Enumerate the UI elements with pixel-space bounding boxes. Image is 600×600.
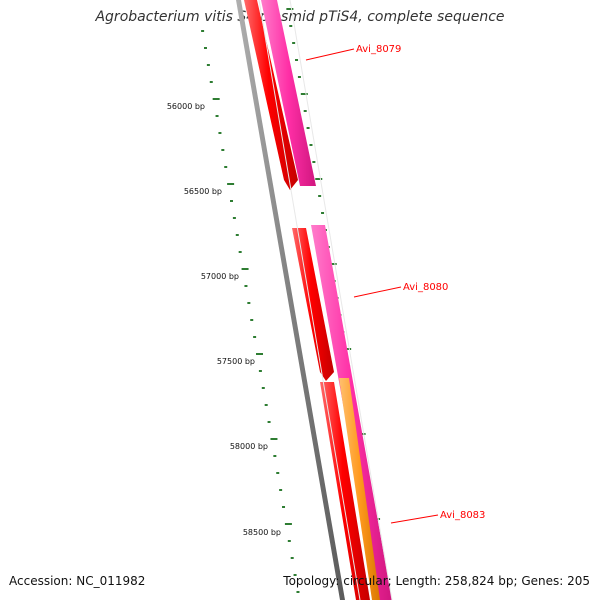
ruler-tick [309, 144, 313, 146]
ruler-tick [321, 212, 325, 214]
ruler-tick [344, 348, 352, 350]
ruler-tick [235, 234, 239, 236]
map-title: Agrobacterium vitis S4 plasmid pTiS4, co… [95, 9, 505, 25]
ruler-tick [218, 132, 222, 134]
cds-feature-orange[interactable] [339, 378, 380, 600]
ruler-label-58500: 58500 bp [243, 528, 281, 537]
cds-track-red [244, 0, 370, 600]
ruler-tick [247, 302, 251, 304]
ruler-tick [270, 438, 278, 440]
ruler-tick [261, 387, 265, 389]
gene-label-avi-8083[interactable]: Avi_8083 [440, 510, 485, 521]
ruler-label-56500: 56500 bp [184, 187, 222, 196]
ruler-tick [241, 268, 249, 270]
ruler-tick [297, 76, 301, 78]
ruler-tick [282, 506, 286, 508]
ruler-tick [264, 404, 268, 406]
ruler-tick [209, 81, 213, 83]
ruler-tick [256, 353, 264, 355]
gene-label-avi-8079[interactable]: Avi_8079 [356, 44, 401, 55]
ruler-tick [206, 64, 210, 66]
ruler-tick [329, 263, 337, 265]
ruler-tick [276, 472, 280, 474]
ruler-tick [267, 421, 271, 423]
cds-feature-red-1[interactable] [244, 0, 298, 190]
ruler-tick [215, 115, 219, 117]
leader-avi-8079 [305, 48, 355, 61]
ruler-tick [315, 178, 323, 180]
ruler-tick [253, 336, 257, 338]
topology-summary: Topology: circular; Length: 258,824 bp; … [283, 574, 590, 588]
ruler-tick [238, 251, 242, 253]
ruler-label-57500: 57500 bp [217, 357, 255, 366]
ruler-tick [312, 161, 316, 163]
ruler-tick [232, 217, 236, 219]
ruler-tick [296, 591, 300, 593]
ruler-tick [273, 455, 277, 457]
ruler-tick [279, 489, 283, 491]
ruler-tick [224, 166, 228, 168]
ruler-tick [290, 557, 294, 559]
ruler-tick [292, 42, 296, 44]
accession-label: Accession: NC_011982 [9, 574, 146, 588]
gene-leaders [305, 48, 439, 524]
ruler-tick [318, 195, 322, 197]
ruler-tick [284, 523, 292, 525]
leader-avi-8083 [390, 514, 439, 524]
ruler-tick [306, 127, 310, 129]
ruler-label-58000: 58000 bp [230, 442, 268, 451]
ruler-tick [289, 25, 293, 27]
ruler-tick [287, 540, 291, 542]
ruler-labels: 56000 bp 56500 bp 57000 bp 57500 bp 5800… [167, 102, 281, 537]
ruler-tick [303, 110, 307, 112]
gene-labels: Avi_8079 Avi_8080 Avi_8083 [356, 44, 485, 521]
sequence-backbone [236, 0, 345, 600]
ruler-tick [258, 370, 262, 372]
cds-feature-pink-1[interactable] [261, 0, 316, 186]
leader-avi-8080 [353, 286, 402, 298]
ruler-tick [300, 93, 308, 95]
cds-feature-red-2[interactable] [292, 228, 334, 381]
ruler-tick [286, 8, 294, 10]
outline-strands [258, 0, 393, 600]
ruler-tick [201, 30, 205, 32]
ruler-tick [221, 149, 225, 151]
ruler-tick [244, 285, 248, 287]
ruler-tick [250, 319, 254, 321]
ruler-label-56000: 56000 bp [167, 102, 205, 111]
ruler-tick [203, 47, 207, 49]
ruler-tick [293, 574, 297, 576]
gene-label-avi-8080[interactable]: Avi_8080 [403, 282, 448, 293]
ruler-tick [212, 98, 220, 100]
ruler-tick [227, 183, 235, 185]
ruler-tick [295, 59, 299, 61]
ruler-tick [230, 200, 233, 202]
ruler-label-57000: 57000 bp [201, 272, 239, 281]
